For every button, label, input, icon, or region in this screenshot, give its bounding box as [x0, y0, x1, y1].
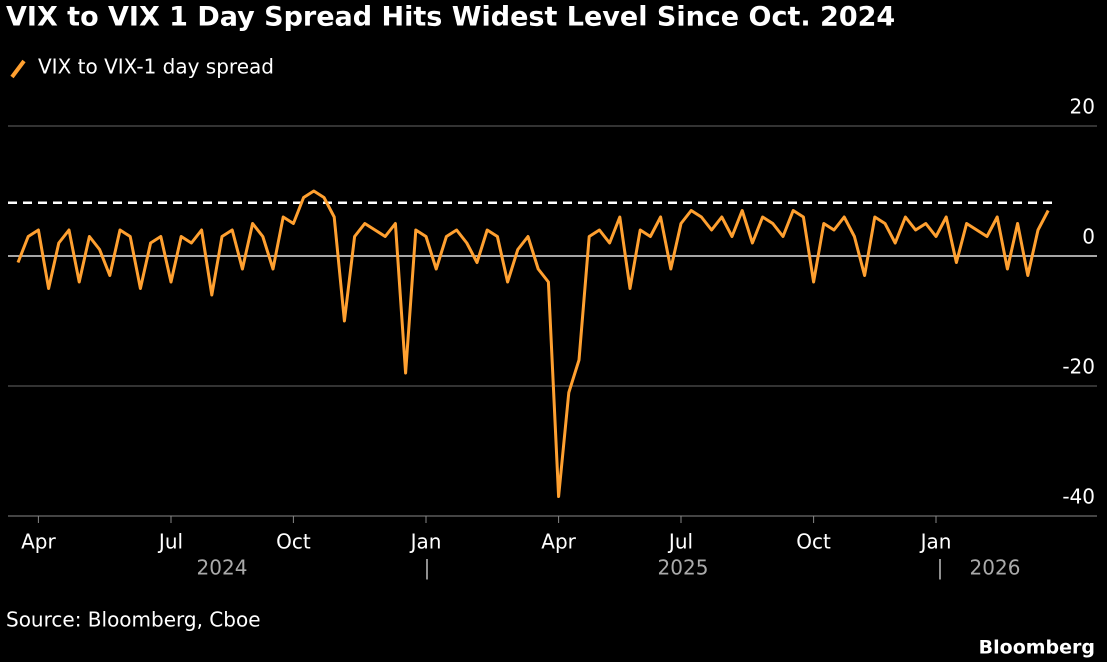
legend-label: VIX to VIX-1 day spread [38, 55, 274, 79]
x-tick-label: Oct [276, 530, 311, 554]
y-tick-label: 0 [1082, 225, 1095, 249]
x-tick-label: Jul [157, 530, 183, 554]
year-label: 2026 [970, 556, 1021, 580]
brand: Bloomberg [979, 637, 1095, 659]
year-separator: | [424, 556, 431, 580]
y-tick-label: 20 [1070, 95, 1095, 119]
series-line [16, 189, 1050, 498]
x-tick-label: Oct [796, 530, 831, 554]
y-tick-label: -40 [1062, 485, 1095, 509]
year-separator: | [937, 556, 944, 580]
x-tick-label: Apr [21, 530, 56, 554]
x-tick-label: Jan [409, 530, 442, 554]
x-tick-label: Jan [919, 530, 952, 554]
x-tick-label: Jul [667, 530, 693, 554]
x-tick-label: Apr [541, 530, 576, 554]
legend-swatch [10, 59, 26, 79]
year-label: 2025 [658, 556, 709, 580]
source: Source: Bloomberg, Cboe [6, 608, 261, 632]
chart-title: VIX to VIX 1 Day Spread Hits Widest Leve… [6, 2, 895, 33]
y-tick-label: -20 [1062, 355, 1095, 379]
year-label: 2024 [197, 556, 248, 580]
